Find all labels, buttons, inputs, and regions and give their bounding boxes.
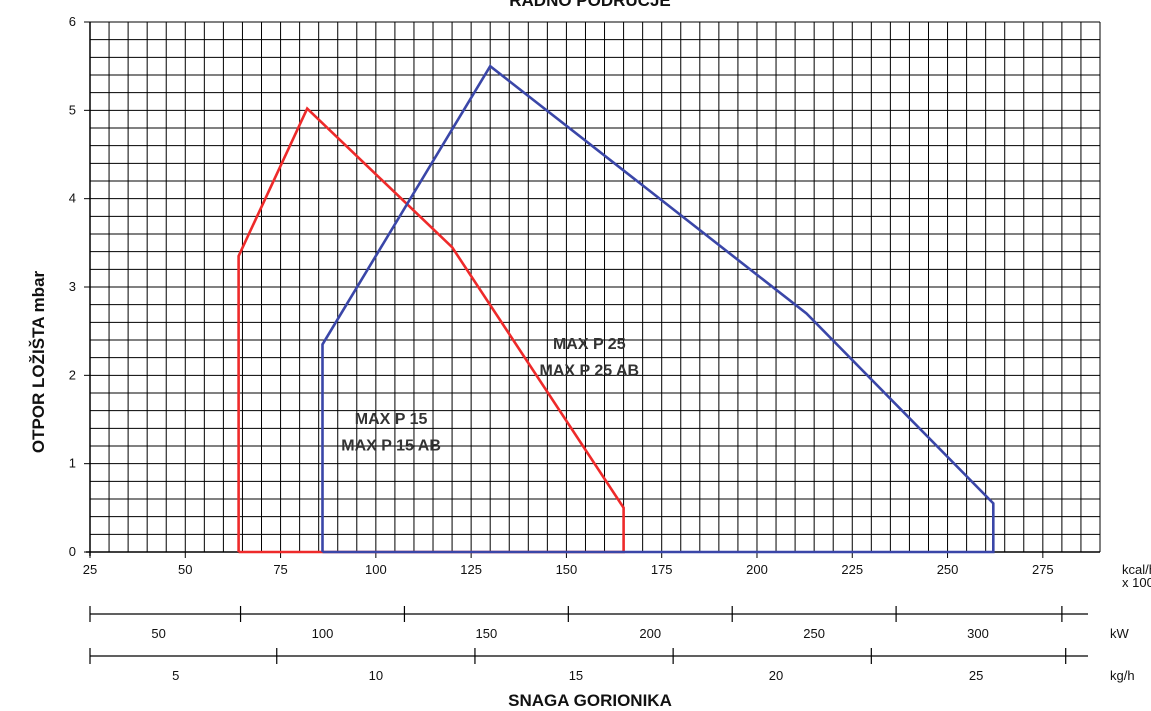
secondary-axis-unit: kg/h <box>1110 668 1135 683</box>
secondary-axis-label: 100 <box>312 626 334 641</box>
x-tick-label: 225 <box>841 562 863 577</box>
x-tick-label: 25 <box>83 562 97 577</box>
secondary-axis-label: 15 <box>569 668 583 683</box>
grid <box>89 21 1101 553</box>
x-tick-label: 100 <box>365 562 387 577</box>
y-tick-label: 6 <box>69 14 76 29</box>
secondary-axis-label: 250 <box>803 626 825 641</box>
series-line <box>237 106 625 554</box>
series-label: MAX P 25 <box>553 336 626 353</box>
x-axis-label: SNAGA GORIONIKA <box>508 691 672 710</box>
secondary-axis-label: 20 <box>769 668 783 683</box>
series-labels: MAX P 15 MAX P 15 AB MAX P 25 MAX P 25 AB <box>341 336 639 455</box>
y-tick-label: 4 <box>69 191 76 206</box>
y-tick-label: 5 <box>69 102 76 117</box>
x-unit-label: kcal/h <box>1122 562 1151 577</box>
series-label: MAX P 15 <box>355 411 428 428</box>
y-tick-label: 3 <box>69 279 76 294</box>
secondary-axis-label: 200 <box>639 626 661 641</box>
chart-title: RADNO PODRUČJE <box>509 0 671 10</box>
x-tick-label: 75 <box>273 562 287 577</box>
x-tick-label: 50 <box>178 562 192 577</box>
secondary-axis-label: 10 <box>369 668 383 683</box>
series-layer <box>237 64 995 554</box>
x-unit-label: x 1000 <box>1122 575 1151 590</box>
x-tick-label: 125 <box>460 562 482 577</box>
x-tick-label: 150 <box>556 562 578 577</box>
secondary-axis-label: 50 <box>151 626 165 641</box>
x-tick-label: 175 <box>651 562 673 577</box>
secondary-axis-label: 25 <box>969 668 983 683</box>
series-label-alt: MAX P 25 AB <box>539 362 639 379</box>
secondary-axes: 50 100 150 200 250 300 kW 5 10 15 20 25 kg/h <box>89 606 1135 683</box>
secondary-axis-label: 300 <box>967 626 989 641</box>
y-axis-label: OTPOR LOŽIŠTA mbar <box>29 270 48 453</box>
y-tick-label: 0 <box>69 544 76 559</box>
axes: 0 1 2 3 4 5 6 25 50 75 100 125 150 175 200 225 250 275 kca… <box>69 14 1151 590</box>
series-label-alt: MAX P 15 AB <box>341 437 441 454</box>
y-tick-label: 1 <box>69 456 76 471</box>
series-line <box>321 64 995 554</box>
secondary-axis-label: 150 <box>476 626 498 641</box>
x-tick-label: 275 <box>1032 562 1054 577</box>
x-tick-label: 200 <box>746 562 768 577</box>
x-tick-label: 250 <box>937 562 959 577</box>
y-tick-label: 2 <box>69 367 76 382</box>
secondary-axis-label: 5 <box>172 668 179 683</box>
secondary-axis-unit: kW <box>1110 626 1130 641</box>
